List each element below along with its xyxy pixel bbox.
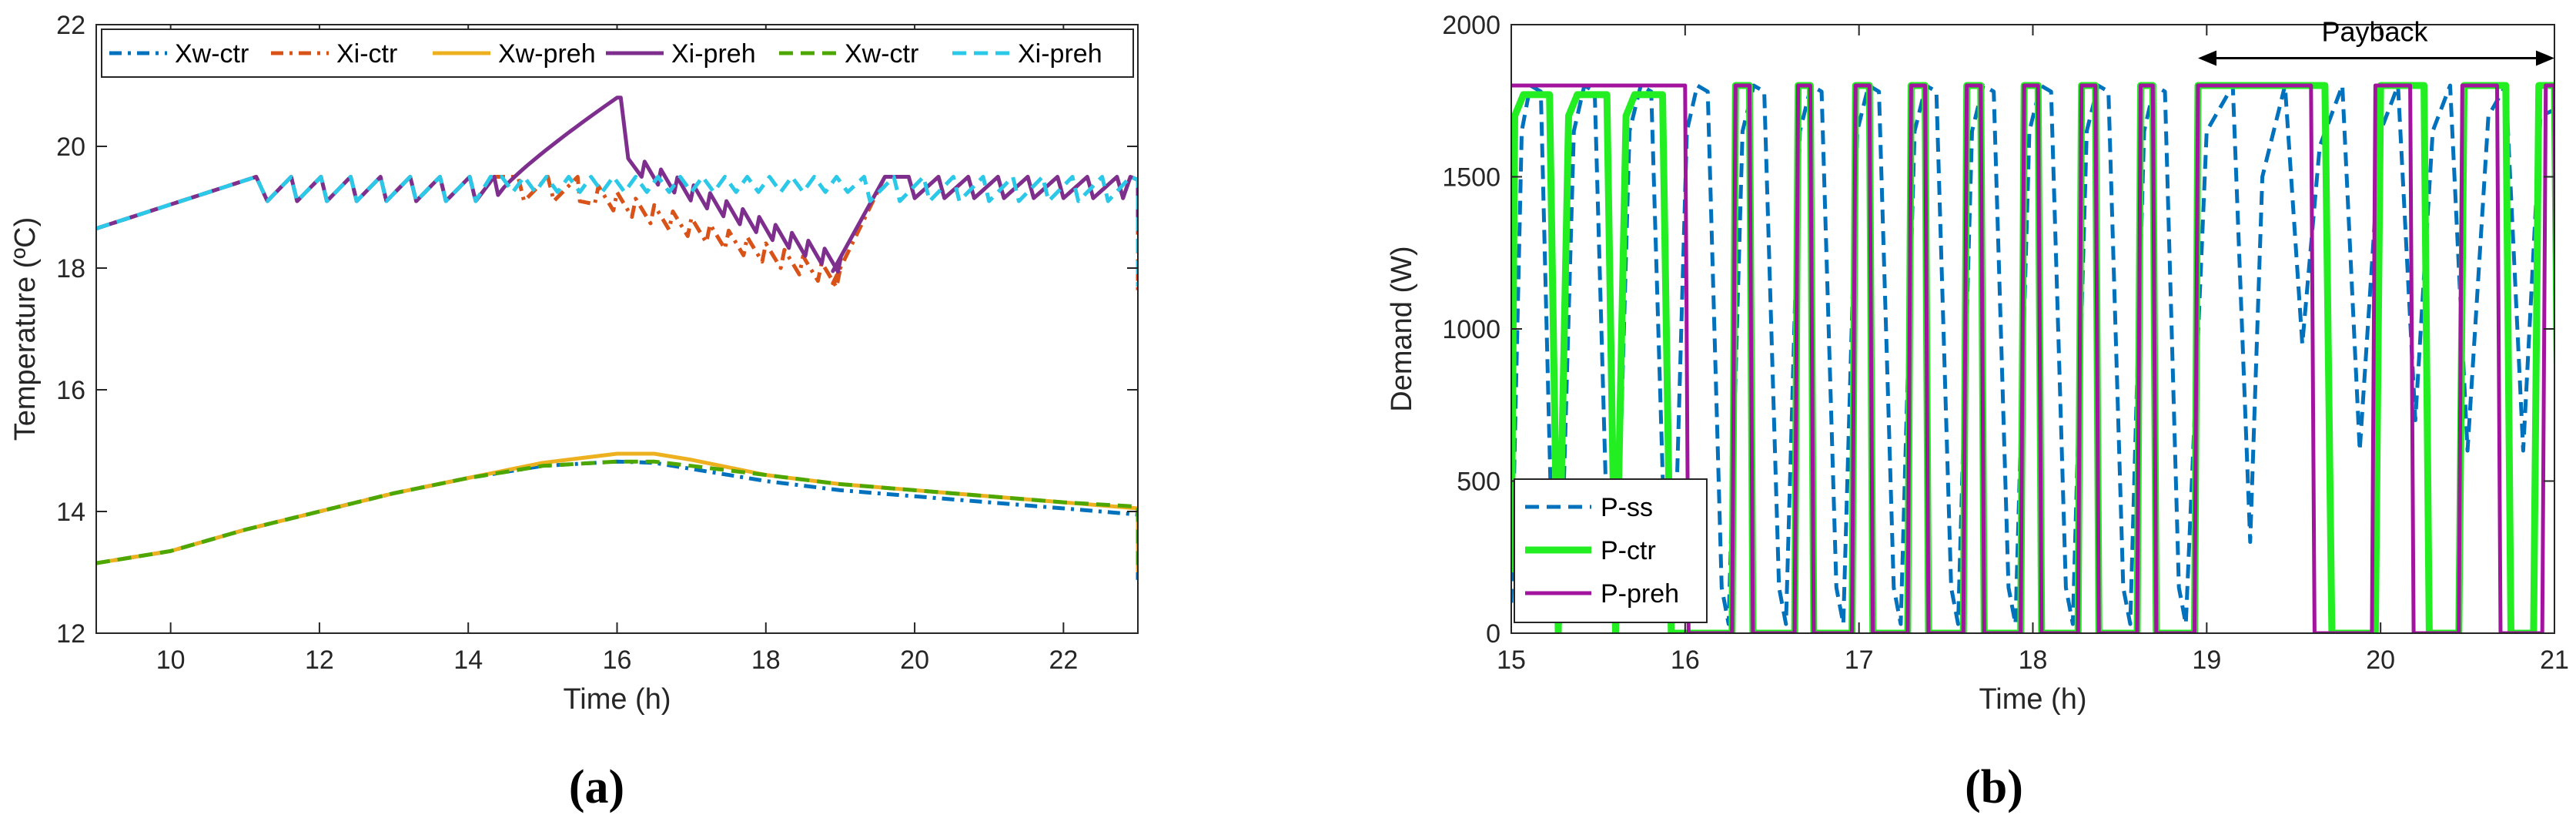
x-tick-label: 20 [900,646,929,675]
legend-entry-label: P-ss [1601,493,1653,522]
payback-annotation: Payback [2321,15,2428,47]
legend-entry-label: Xi-preh [1018,39,1102,69]
legend-entry-label: P-preh [1601,579,1679,609]
y-tick-label: 1000 [1442,315,1500,344]
x-tick-label: 20 [2366,646,2395,675]
y-tick-label: 2000 [1442,11,1500,40]
chart-panel-a: 10 12 14 16 18 20 22 12 14 16 18 20 22 Time (h) Temper… [9,11,1139,716]
chart-panel-b: 15 16 17 18 19 20 21 0 500 1000 1500 2000 Time (h) De… [1386,11,2569,716]
y-axis-label: Demand (W) [1386,246,1418,411]
x-tick-label: 22 [1049,646,1078,675]
arrow-head-right [2536,50,2554,66]
plot-area [96,25,1138,633]
y-tick-label: 16 [56,376,85,405]
x-tick-label: 21 [2540,646,2569,675]
panel-label-a: (a) [569,761,624,813]
x-tick-label: 14 [453,646,483,675]
y-tick-label: 1500 [1442,163,1500,193]
y-tick-label: 14 [56,498,85,527]
series-line-xw-ctr-4 [96,459,1138,572]
y-tick-label: 0 [1486,619,1500,649]
legend-entry-label: Xw-preh [498,39,596,69]
series-line-p-ss-0 [1511,83,2554,626]
y-axis-label: Temperature (ºC) [9,217,42,441]
legend-entry-label: Xw-ctr [175,39,249,69]
x-tick-label: 15 [1497,646,1526,675]
y-tick-label: 18 [56,254,85,283]
x-tick-label: 16 [603,646,632,675]
y-tick-label: 22 [56,11,85,40]
series-line-xi-preh-5 [96,175,1138,287]
series-line-p-preh-2 [1511,83,2554,633]
x-tick-label: 18 [751,646,781,675]
legend-entry-label: Xw-ctr [845,39,918,69]
y-tick-label: 20 [56,132,85,162]
x-tick-label: 16 [1671,646,1700,675]
y-tick-label: 500 [1457,468,1500,497]
x-tick-label: 10 [156,646,186,675]
x-tick-label: 12 [305,646,334,675]
x-tick-label: 17 [1845,646,1874,675]
x-tick-label: 18 [2019,646,2048,675]
arrow-head-left [2198,50,2217,66]
x-axis-label: Time (h) [1979,683,2086,716]
legend-entry-label: P-ctr [1601,536,1656,565]
legend-entry-label: Xi-ctr [336,39,397,69]
y-tick-label: 12 [56,619,85,649]
x-tick-label: 19 [2192,646,2221,675]
legend-entry-label: Xi-preh [671,39,756,69]
x-axis-label: Time (h) [563,683,671,716]
panel-label-b: (b) [1965,761,2023,813]
